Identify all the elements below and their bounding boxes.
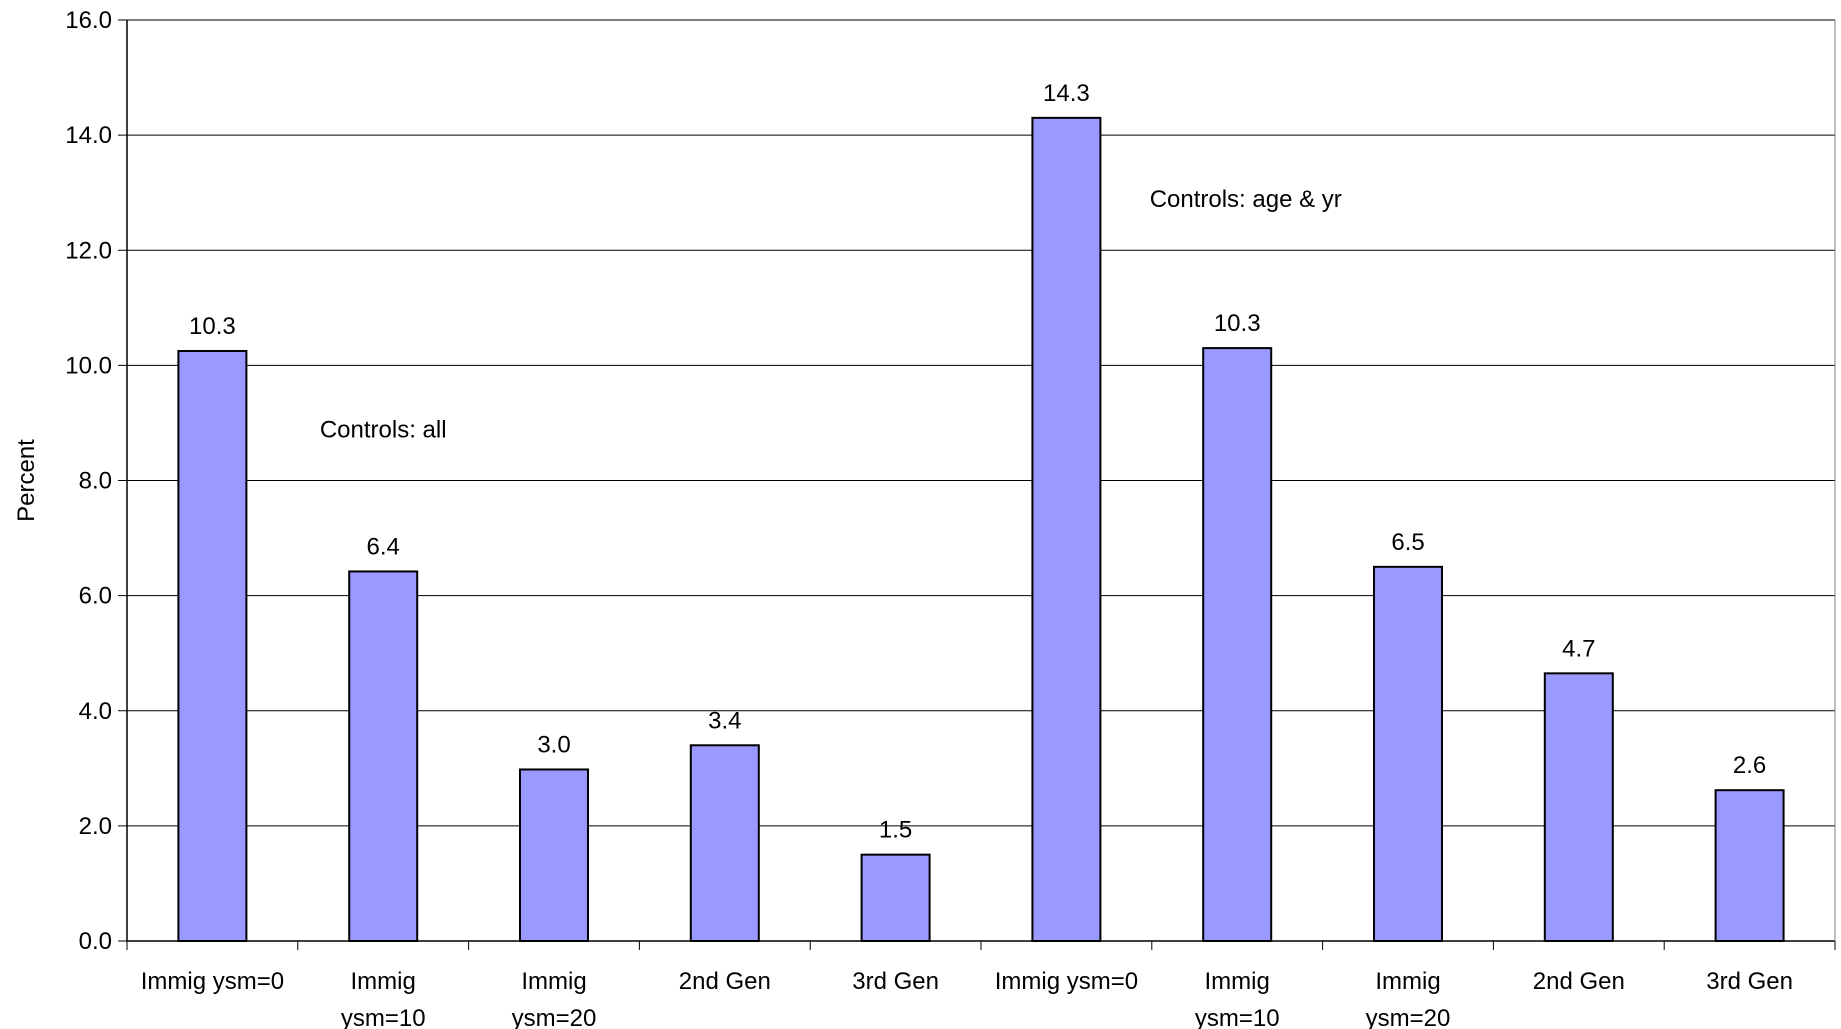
x-category-label: 3rd Gen <box>852 968 939 995</box>
x-category-label: Immig <box>521 968 586 995</box>
bar <box>349 571 417 941</box>
bar <box>691 745 759 941</box>
x-category-labels: Immig ysm=0 Immig ysm=10 Immig ysm=20 2nd Gen… <box>141 968 1793 1029</box>
y-tick-label: 0.0 <box>79 928 112 955</box>
data-label: 10.3 <box>189 313 236 340</box>
x-category-label: Immig ysm=0 <box>995 968 1138 995</box>
bar <box>1203 348 1271 941</box>
y-tick-label: 8.0 <box>79 468 112 495</box>
y-tick-label: 14.0 <box>65 122 112 149</box>
x-category-label: ysm=10 <box>341 1005 426 1029</box>
data-label: 3.4 <box>708 707 741 734</box>
bar <box>1545 673 1613 941</box>
y-axis-title: Percent <box>13 439 40 522</box>
bar <box>520 769 588 941</box>
annotation-label: Controls: age & yr <box>1150 186 1342 213</box>
data-label: 14.3 <box>1043 80 1090 107</box>
x-category-label: ysm=20 <box>1366 1005 1451 1029</box>
bars <box>178 118 1783 941</box>
x-category-label: ysm=10 <box>1195 1005 1280 1029</box>
x-category-label: Immig <box>1205 968 1270 995</box>
data-labels: 10.3 6.4 3.0 3.4 1.5 14.3 10.3 6.5 4.7 2.6 <box>189 80 1766 844</box>
x-category-label: Immig ysm=0 <box>141 968 284 995</box>
bar <box>1374 567 1442 941</box>
data-label: 1.5 <box>879 817 912 844</box>
data-label: 6.4 <box>367 533 400 560</box>
y-tick-label: 2.0 <box>79 813 112 840</box>
y-tick-label: 10.0 <box>65 352 112 379</box>
data-label: 4.7 <box>1562 635 1595 662</box>
y-tick-label: 6.0 <box>79 583 112 610</box>
data-label: 6.5 <box>1391 529 1424 556</box>
bar <box>178 351 246 941</box>
data-label: 3.0 <box>537 731 570 758</box>
x-category-label: Immig <box>351 968 416 995</box>
x-category-label: 2nd Gen <box>1533 968 1625 995</box>
y-tick-labels: 0.0 2.0 4.0 6.0 8.0 10.0 12.0 14.0 16.0 <box>65 7 112 955</box>
x-category-label: 2nd Gen <box>679 968 771 995</box>
annotation-label: Controls: all <box>320 416 447 443</box>
data-label: 2.6 <box>1733 752 1766 779</box>
x-category-label: Immig <box>1375 968 1440 995</box>
bar <box>862 855 930 941</box>
bar <box>1032 118 1100 941</box>
x-category-label: 3rd Gen <box>1706 968 1793 995</box>
bar <box>1716 790 1784 941</box>
y-tick-label: 12.0 <box>65 237 112 264</box>
y-tick-label: 16.0 <box>65 7 112 34</box>
data-label: 10.3 <box>1214 310 1261 337</box>
x-category-label: ysm=20 <box>512 1005 597 1029</box>
y-tick-label: 4.0 <box>79 698 112 725</box>
annotations: Controls: all Controls: age & yr <box>320 186 1342 443</box>
